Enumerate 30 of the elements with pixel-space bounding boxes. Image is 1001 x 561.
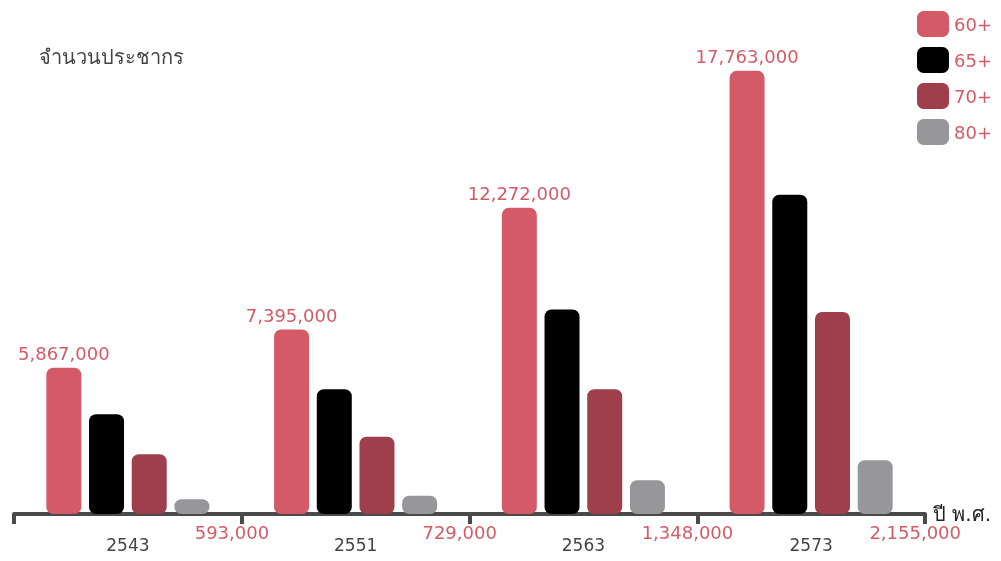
y-axis-title: จำนวนประชากร [39,45,184,69]
bar [857,460,893,514]
legend-label: 70+ [954,85,993,107]
bar [544,309,580,514]
bar [46,367,82,514]
data-label: 17,763,000 [695,46,799,68]
bar [587,389,623,514]
bar [814,311,850,514]
bar [729,70,765,514]
legend-label: 60+ [954,13,993,35]
data-label: 5,867,000 [18,343,110,365]
data-label: 729,000 [422,521,497,543]
bar [772,194,808,514]
legend-label: 80+ [954,121,993,143]
bar [629,480,665,514]
bar [316,389,352,514]
bar [359,436,395,514]
bar [501,207,537,514]
data-label: 1,348,000 [641,521,734,543]
bar [89,414,125,514]
x-tick-label: 2543 [106,534,150,555]
data-label: 593,000 [194,521,270,543]
x-tick-label: 2573 [789,534,833,555]
bar [131,454,167,514]
legend-label: 65+ [954,49,993,71]
x-tick-label: 2563 [561,534,606,555]
x-tick-label: 2551 [333,534,378,555]
bar [274,329,310,514]
data-label: 12,272,000 [467,183,571,205]
data-label: 7,395,000 [245,305,338,327]
